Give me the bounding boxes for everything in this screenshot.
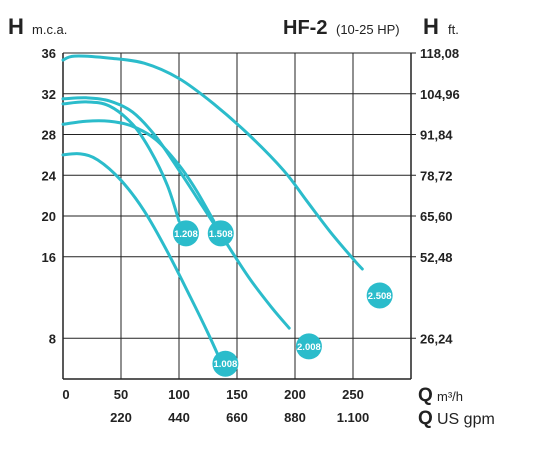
- y2-tick-label: 26,24: [420, 331, 453, 346]
- x2-tick-label: 880: [284, 410, 306, 425]
- curve-label-1-008: 1.008: [214, 359, 238, 370]
- chart-subtitle: (10-25 HP): [336, 22, 400, 37]
- curve-label-badge-1-008: [212, 350, 239, 377]
- y-tick-label: 20: [42, 209, 56, 224]
- curve-label-2-008: 2.008: [297, 342, 321, 353]
- left-axis-symbol: H: [8, 14, 24, 39]
- curve-label-badge-2-008: [295, 333, 322, 360]
- y2-tick-label: 91,84: [420, 128, 453, 143]
- curve-label-badge-1-508: [207, 220, 234, 247]
- x-tick-label: 150: [226, 387, 248, 402]
- y-tick-label: 8: [49, 331, 56, 346]
- y-tick-label: 28: [42, 128, 56, 143]
- x2-tick-label: 220: [110, 410, 132, 425]
- x-axis-secondary-symbol: Q: [418, 408, 433, 429]
- x-tick-label: 200: [284, 387, 306, 402]
- left-axis-unit: m.c.a.: [32, 22, 67, 37]
- curve-label-badge-1-208: [172, 220, 199, 247]
- curve-label-badge-2-508: [366, 282, 393, 309]
- y2-tick-label: 52,48: [420, 250, 453, 265]
- chart-grid: [62, 52, 416, 380]
- x-axis-secondary-unit: US gpm: [437, 411, 495, 428]
- x2-tick-label: 1.100: [337, 410, 370, 425]
- curve-1-508: [61, 119, 216, 223]
- x-tick-label: 100: [168, 387, 190, 402]
- curve-1-208: [61, 100, 181, 223]
- right-axis-unit: ft.: [448, 22, 459, 37]
- y-tick-label: 16: [42, 250, 56, 265]
- y-tick-label: 32: [42, 87, 56, 102]
- y2-tick-label: 104,96: [420, 87, 460, 102]
- curve-label-1-208: 1.208: [174, 229, 198, 240]
- right-axis-symbol: H: [423, 14, 439, 39]
- chart-labels: 8 16 20 24 28 32 36 26,24 52,48 65,60 78,72 91,84 10…: [42, 46, 460, 425]
- y2-tick-label: 118,08: [420, 46, 459, 61]
- curve-label-1-508: 1.508: [209, 229, 233, 240]
- chart-title: HF-2: [283, 17, 327, 39]
- x2-tick-label: 660: [226, 410, 248, 425]
- y2-tick-label: 78,72: [420, 168, 453, 183]
- curve-1-008: [61, 152, 222, 361]
- x-tick-label: 250: [342, 387, 364, 402]
- x2-tick-label: 440: [168, 410, 190, 425]
- x-axis-primary-unit: m³/h: [437, 389, 463, 404]
- y-tick-label: 24: [42, 168, 57, 183]
- curve-2-508: [61, 54, 364, 271]
- y2-tick-label: 65,60: [420, 209, 453, 224]
- chart-curves: [61, 54, 364, 361]
- x-axis-primary-symbol: Q: [418, 385, 433, 406]
- curve-2-008: [61, 96, 291, 330]
- curve-label-2-508: 2.508: [368, 291, 392, 302]
- x-tick-label: 50: [114, 387, 128, 402]
- y-tick-label: 36: [42, 46, 56, 61]
- x-tick-label: 0: [62, 387, 69, 402]
